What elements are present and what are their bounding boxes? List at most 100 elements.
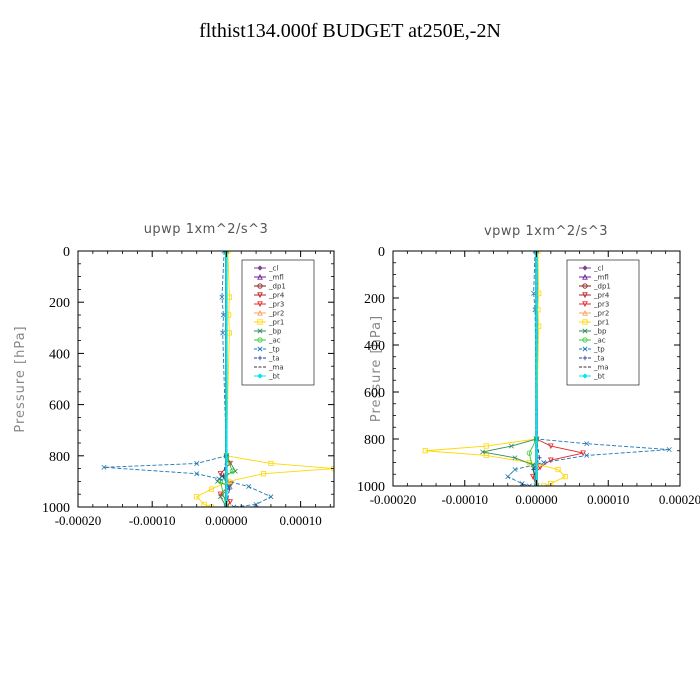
- legend-entry: _pr1: [593, 319, 609, 327]
- data-point-pr1: [562, 473, 568, 480]
- data-point-tp: [220, 330, 226, 336]
- page-title: flthist134.000f BUDGET at250E,-2N: [199, 20, 501, 42]
- data-point-ac: [526, 450, 532, 456]
- data-point-pr3: [548, 443, 554, 450]
- legend-entry: _ta: [593, 355, 605, 363]
- data-point-tp: [194, 460, 200, 466]
- legend-entry: _cl: [593, 265, 603, 273]
- legend: _cl_mfl_dp1_pr4_pr3_pr2_pr1_bp_ac_tp_ta_…: [241, 259, 315, 386]
- data-point-bp: [480, 449, 486, 455]
- x-tick-label: -0.00020: [370, 492, 417, 507]
- data-point-tp: [541, 460, 547, 465]
- legend-marker: [257, 265, 263, 271]
- legend-marker: [582, 373, 588, 379]
- series-line-tp: [507, 251, 670, 486]
- legend-marker: [257, 373, 263, 379]
- legend-entry: _ac: [268, 337, 281, 345]
- data-point-ac: [229, 468, 235, 474]
- data-point-tp: [220, 312, 226, 318]
- data-point-tp: [526, 483, 532, 486]
- legend-entry: _mfl: [593, 274, 609, 282]
- x-tick-label: 0.00020: [659, 492, 700, 507]
- data-point-pr1: [555, 466, 561, 473]
- data-point-tp: [584, 452, 590, 458]
- legend-marker: [582, 273, 588, 280]
- data-point-ta: [221, 474, 226, 479]
- legend-entry: _ta: [268, 355, 280, 363]
- data-point-pr3: [548, 457, 554, 464]
- data-point-ta: [531, 467, 536, 472]
- legend-marker: [582, 292, 588, 299]
- legend-marker: [257, 355, 263, 361]
- series-line-pr1: [195, 251, 334, 507]
- legend-marker: [257, 319, 263, 325]
- data-point-tp: [194, 471, 200, 477]
- series-line-pr1: [425, 251, 566, 486]
- legend-marker: [257, 301, 263, 308]
- x-tick-label: -0.00010: [441, 492, 488, 507]
- data-point-pr1: [422, 448, 428, 454]
- series-group: [422, 251, 672, 486]
- legend-entry: _pr4: [593, 292, 610, 300]
- legend-marker: [582, 265, 588, 271]
- legend-entry: _pr3: [593, 301, 609, 309]
- panel-title: vpwp 1xm^2/s^3: [484, 224, 608, 239]
- data-point-tp: [584, 441, 590, 447]
- y-tick-label: 600: [49, 399, 70, 414]
- x-tick-label: 0.00000: [205, 513, 247, 528]
- x-tick-label: 0.00000: [515, 492, 557, 507]
- legend-marker: [582, 283, 588, 289]
- data-point-tp: [531, 290, 537, 296]
- data-point-pr1: [260, 471, 267, 477]
- data-point-tp: [219, 294, 225, 300]
- legend-marker: [582, 301, 588, 308]
- data-point-pr3: [217, 491, 224, 498]
- legend-entry: _pr4: [268, 292, 285, 300]
- legend-marker: [582, 328, 588, 334]
- legend-entry: _pr1: [268, 319, 284, 327]
- legend-entry: _tp: [593, 346, 605, 354]
- data-point-bp: [508, 443, 514, 449]
- legend-entry: _bt: [593, 373, 605, 381]
- y-tick-label: 400: [364, 339, 385, 354]
- y-tick-label: 0: [378, 245, 385, 260]
- data-point-bp: [217, 494, 223, 500]
- chart-panel-2: vpwp 1xm^2/s^3 Pressure [hPa] 0 200 400 600 80…: [357, 224, 700, 507]
- legend-entry: _tp: [268, 346, 280, 354]
- y-tick-label: 800: [49, 450, 70, 465]
- data-point-pr1: [208, 486, 215, 492]
- legend-entry: _bt: [268, 373, 280, 381]
- legend-marker: [582, 337, 588, 343]
- chart-panel-1: upwp 1xm^2/s^3 Pressure [hPa] 0 200 400 600 80…: [13, 222, 335, 528]
- legend-marker: [582, 346, 588, 352]
- legend-marker: [257, 346, 263, 352]
- data-point-tp: [512, 467, 518, 473]
- legend-marker: [582, 355, 588, 361]
- data-point-pr3: [227, 499, 233, 505]
- legend-entry: _cl: [268, 265, 278, 273]
- series-group: [101, 251, 334, 507]
- y-tick-label: 1000: [42, 501, 70, 516]
- legend-marker: [257, 337, 263, 343]
- x-tick-label: 0.00010: [587, 492, 629, 507]
- legend-marker: [582, 309, 588, 316]
- data-point-ta: [227, 486, 232, 492]
- y-axis-label: Pressure [hPa]: [369, 315, 384, 422]
- data-point-pr3: [217, 471, 224, 477]
- data-point-bp: [512, 455, 518, 461]
- data-point-pr1: [268, 460, 274, 467]
- data-point-pr1: [483, 443, 489, 449]
- panel-title: upwp 1xm^2/s^3: [144, 222, 269, 237]
- legend-marker: [257, 283, 263, 289]
- legend-entry: _mfl: [268, 274, 284, 282]
- legend-entry: _dp1: [593, 283, 611, 291]
- x-tick-label: 0.00010: [279, 513, 321, 528]
- legend-marker: [257, 309, 263, 316]
- y-tick-label: 1000: [357, 480, 385, 495]
- legend-entry: _dp1: [268, 283, 286, 291]
- x-tick-label: -0.00020: [55, 513, 102, 528]
- data-point-pr1: [194, 494, 200, 500]
- legend-entry: _ma: [268, 364, 284, 372]
- data-point-tp: [666, 447, 672, 453]
